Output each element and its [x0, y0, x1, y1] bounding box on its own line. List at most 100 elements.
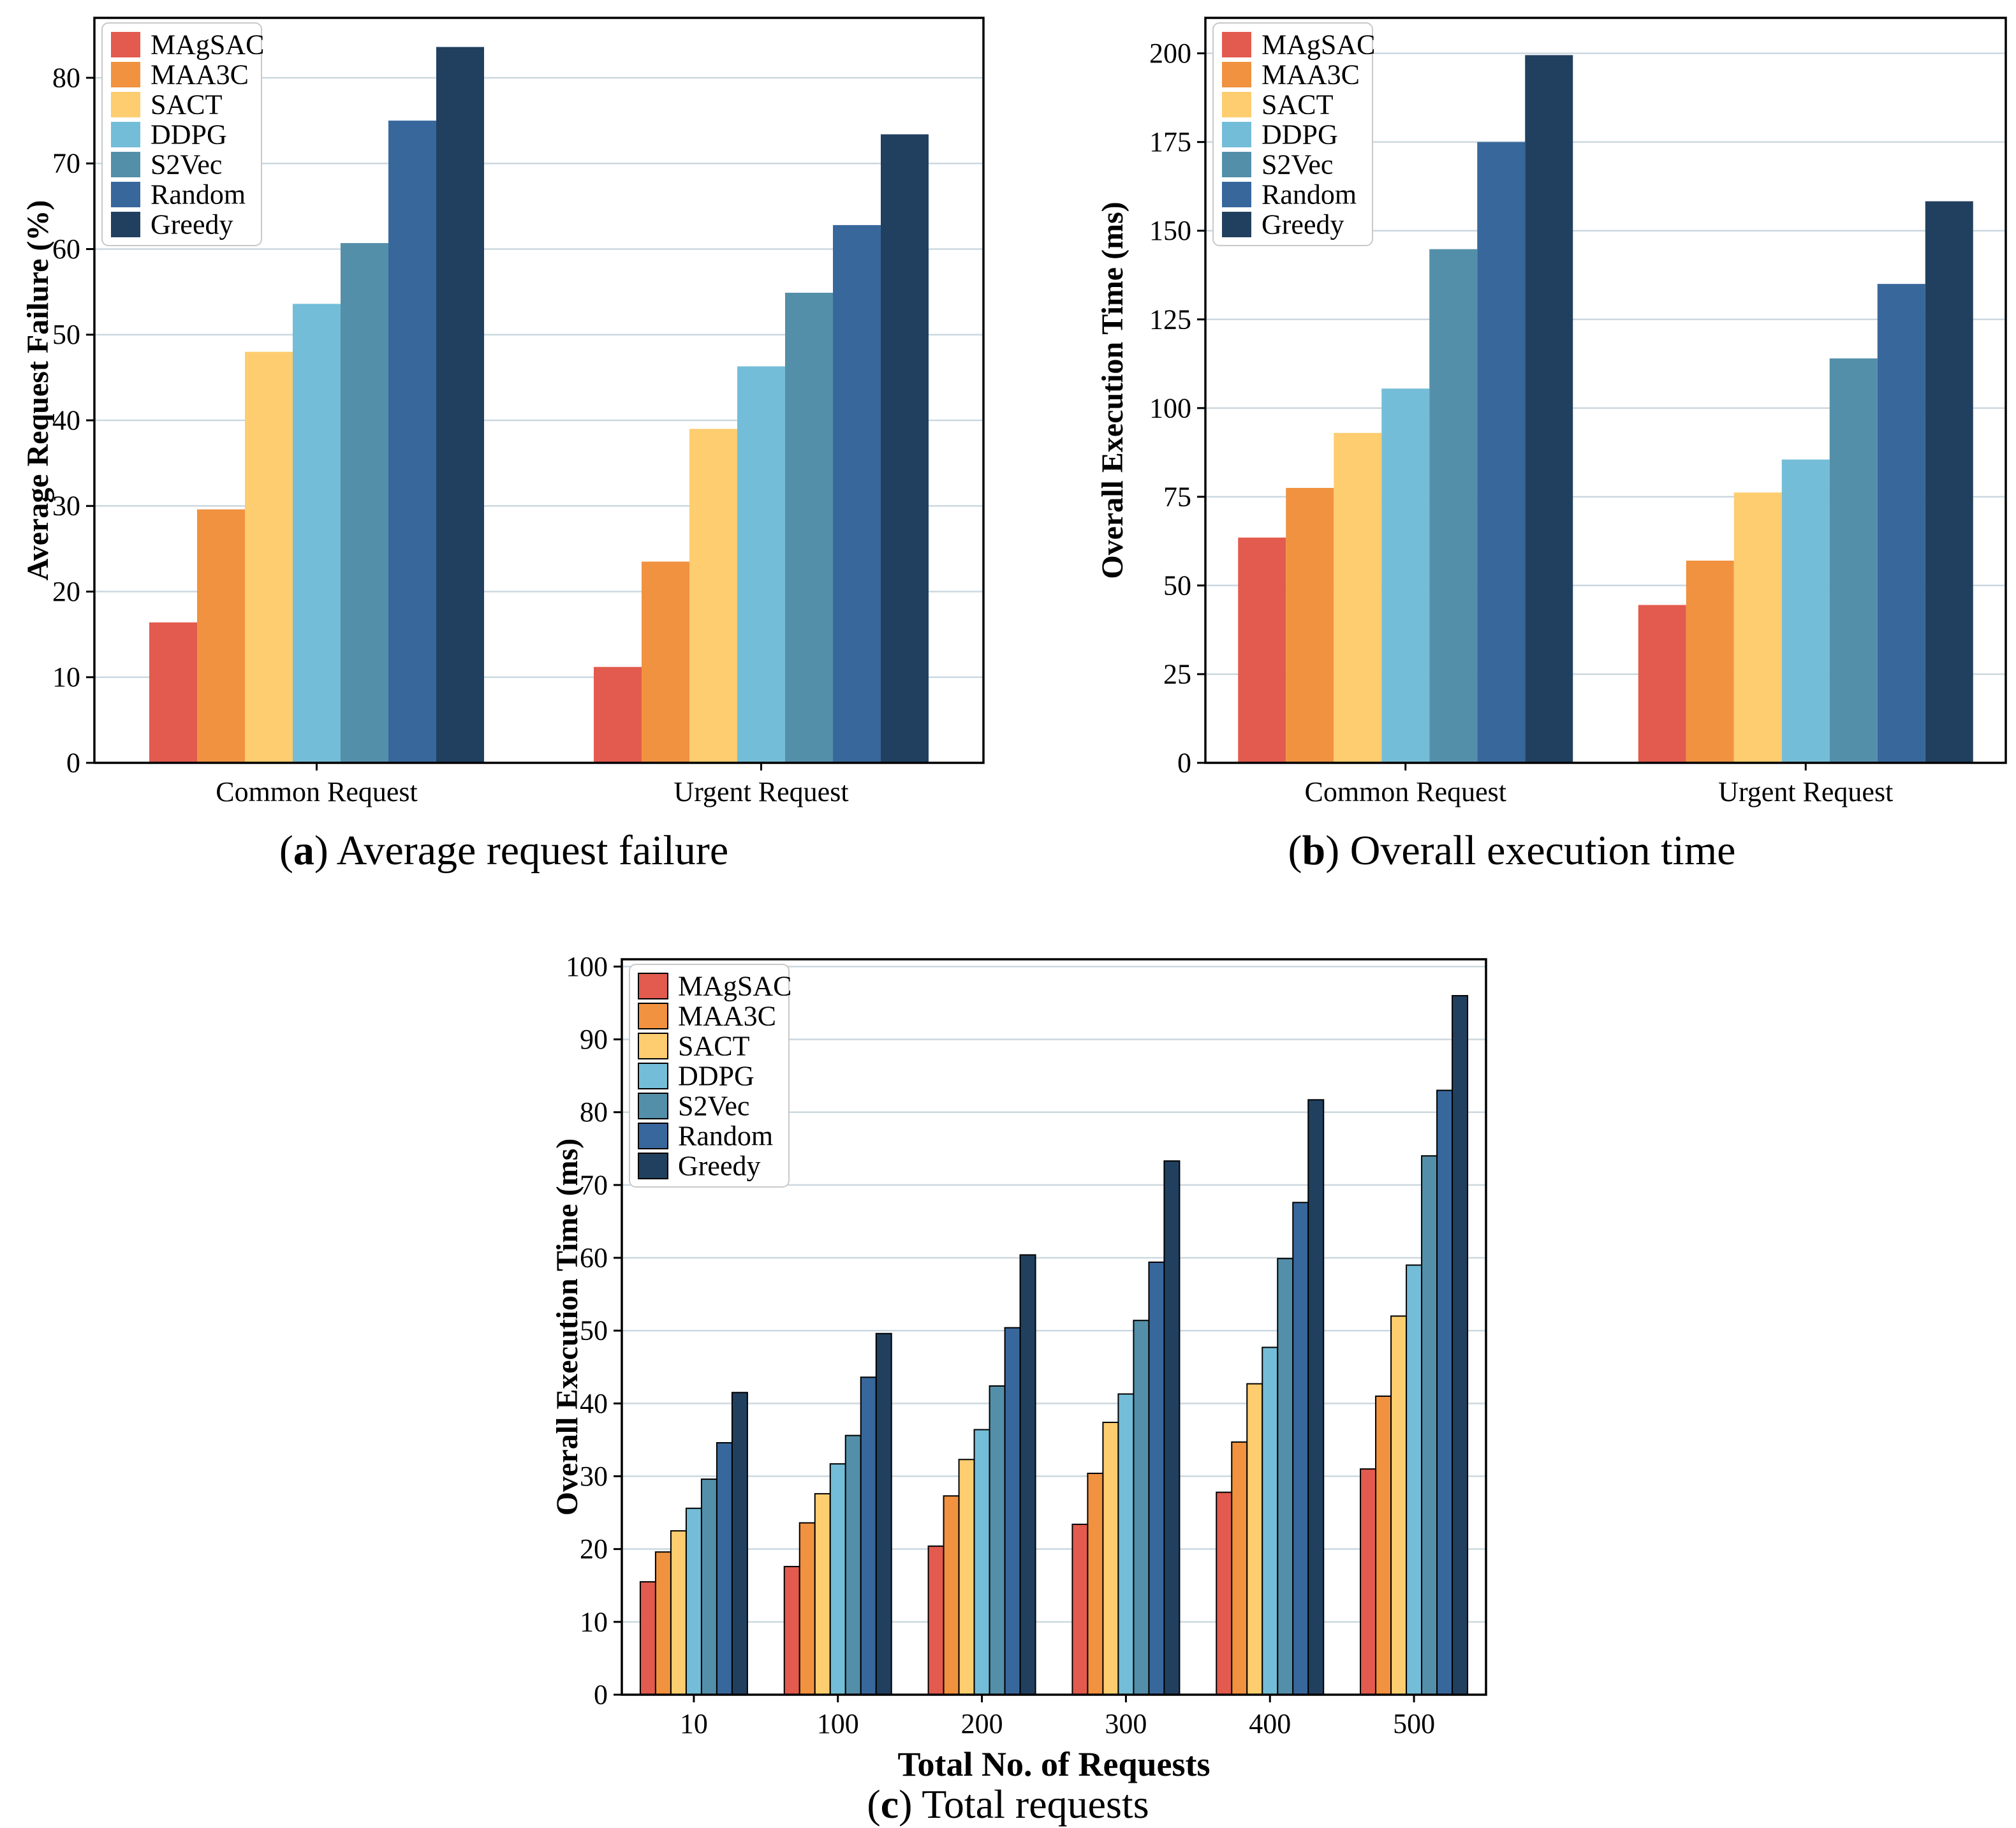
ytick-label-175: 175 — [1149, 126, 1191, 158]
legend-swatch-S2Vec — [111, 152, 140, 177]
legend-swatch-SACT — [638, 1033, 668, 1059]
bar-c-S2Vec-500 — [1421, 1155, 1438, 1695]
legend-label-Greedy: Greedy — [151, 209, 233, 240]
ytick-label-10: 10 — [52, 661, 80, 693]
bar-c-S2Vec-300 — [1133, 1320, 1150, 1695]
caption-a-label: a — [293, 827, 314, 874]
xtick-label-200: 200 — [961, 1708, 1003, 1739]
legend-label-MAA3C: MAA3C — [151, 59, 249, 91]
bar-c-MAgSAC-500 — [1360, 1468, 1377, 1695]
bar-a-Random-Urgent Request — [833, 225, 881, 763]
legend-label-Random: Random — [1262, 179, 1357, 210]
caption-b-label: b — [1302, 827, 1326, 874]
ytick-label-70: 70 — [580, 1169, 608, 1200]
bar-c-Greedy-10 — [731, 1392, 748, 1695]
ytick-label-60: 60 — [52, 233, 80, 265]
bar-b-Random-Common Request — [1477, 142, 1526, 763]
ytick-label-90: 90 — [580, 1024, 608, 1055]
ytick-label-30: 30 — [580, 1461, 608, 1492]
bar-c-MAA3C-300 — [1087, 1472, 1104, 1696]
caption-b: (b) Overall execution time — [1288, 827, 1736, 874]
legend-swatch-DDPG — [638, 1063, 668, 1089]
bar-c-SACT-200 — [958, 1459, 975, 1695]
legend-swatch-S2Vec — [1222, 152, 1251, 177]
ytick-label-0: 0 — [594, 1679, 608, 1711]
bar-c-DDPG-10 — [685, 1507, 702, 1695]
bar-c-MAgSAC-200 — [927, 1545, 945, 1695]
bar-c-Greedy-300 — [1163, 1160, 1181, 1695]
bar-a-MAgSAC-Common Request — [149, 622, 197, 763]
caption-c-text: Total requests — [922, 1781, 1149, 1827]
bar-c-MAgSAC-100 — [783, 1566, 800, 1695]
legend-label-DDPG: DDPG — [678, 1061, 754, 1092]
bar-a-DDPG-Urgent Request — [737, 366, 785, 763]
ytick-label-100: 100 — [1149, 392, 1191, 424]
ytick-label-25: 25 — [1163, 658, 1191, 689]
legend-label-Random: Random — [678, 1121, 773, 1152]
legend-label-Greedy: Greedy — [678, 1151, 761, 1182]
legend-swatch-S2Vec — [638, 1093, 668, 1119]
legend-swatch-MAA3C — [111, 62, 140, 87]
bar-c-Random-200 — [1004, 1327, 1021, 1695]
caption-b-text: Overall execution time — [1350, 827, 1736, 874]
legend-swatch-MAA3C — [638, 1003, 668, 1029]
bar-a-Random-Common Request — [388, 121, 436, 763]
xtick-label-Common Request: Common Request — [1304, 776, 1506, 807]
ytick-label-80: 80 — [580, 1096, 608, 1128]
caption-c: (c) Total requests — [867, 1781, 1149, 1827]
y-axis-label: Overall Execution Time (ms) — [550, 1139, 584, 1516]
plot-frame — [93, 17, 985, 764]
bar-b-DDPG-Urgent Request — [1781, 459, 1830, 763]
bar-c-MAA3C-10 — [654, 1551, 672, 1695]
bar-b-Greedy-Urgent Request — [1925, 201, 1973, 763]
bar-a-Greedy-Common Request — [436, 47, 484, 763]
ytick-label-80: 80 — [52, 62, 80, 93]
xtick-label-400: 400 — [1249, 1708, 1291, 1739]
bar-c-MAgSAC-400 — [1216, 1491, 1233, 1695]
ytick-label-10: 10 — [580, 1606, 608, 1637]
legend-label-MAgSAC: MAgSAC — [151, 29, 265, 61]
bar-c-SACT-10 — [670, 1530, 687, 1695]
bar-c-DDPG-500 — [1406, 1264, 1423, 1695]
bar-c-DDPG-300 — [1117, 1393, 1135, 1695]
legend-swatch-DDPG — [1222, 122, 1251, 147]
ytick-label-70: 70 — [52, 148, 80, 179]
bar-c-MAgSAC-10 — [639, 1581, 656, 1695]
ytick-label-20: 20 — [580, 1533, 608, 1565]
bar-c-MAA3C-200 — [943, 1495, 960, 1695]
bar-c-DDPG-100 — [829, 1463, 846, 1695]
legend-swatch-Greedy — [1222, 212, 1251, 237]
bar-c-SACT-400 — [1246, 1383, 1263, 1695]
y-axis-label: Overall Execution Time (ms) — [1096, 202, 1129, 579]
legend-swatch-Greedy — [638, 1153, 668, 1179]
legend-swatch-MAgSAC — [1222, 32, 1251, 57]
legend-label-SACT: SACT — [151, 89, 223, 121]
legend-swatch-MAgSAC — [638, 973, 668, 999]
legend-box — [1212, 22, 1373, 246]
xtick-label-10: 10 — [680, 1708, 708, 1739]
ytick-label-0: 0 — [1177, 748, 1191, 779]
bar-b-S2Vec-Urgent Request — [1829, 358, 1878, 763]
bar-b-MAA3C-Common Request — [1286, 487, 1334, 763]
legend-swatch-MAA3C — [1222, 62, 1251, 87]
legend-label-DDPG: DDPG — [151, 119, 227, 151]
legend-swatch-DDPG — [111, 122, 140, 147]
bar-c-MAgSAC-300 — [1071, 1523, 1089, 1696]
xtick-label-Urgent Request: Urgent Request — [1718, 776, 1893, 807]
bar-c-DDPG-400 — [1262, 1346, 1279, 1695]
legend-swatch-Random — [1222, 182, 1251, 207]
bar-a-SACT-Common Request — [245, 351, 293, 763]
bar-c-Random-10 — [716, 1442, 733, 1696]
legend-label-S2Vec: S2Vec — [678, 1091, 749, 1122]
y-axis-label: Average Request Failure (%) — [21, 200, 55, 581]
bar-c-MAA3C-500 — [1375, 1395, 1392, 1695]
bar-c-SACT-300 — [1102, 1422, 1119, 1696]
bar-b-MAgSAC-Urgent Request — [1638, 605, 1686, 763]
chart-average-request-failure: 0 10 20 30 40 50 60 70 80 Common Request Urgent Re… — [21, 17, 985, 807]
caption-a-text: Average request failure — [336, 827, 729, 874]
xtick-label-500: 500 — [1393, 1708, 1435, 1739]
legend-box — [629, 964, 790, 1188]
legend-label-MAgSAC: MAgSAC — [1262, 29, 1376, 61]
legend-label-MAA3C: MAA3C — [678, 1001, 776, 1032]
legend-label-S2Vec: S2Vec — [151, 149, 222, 181]
